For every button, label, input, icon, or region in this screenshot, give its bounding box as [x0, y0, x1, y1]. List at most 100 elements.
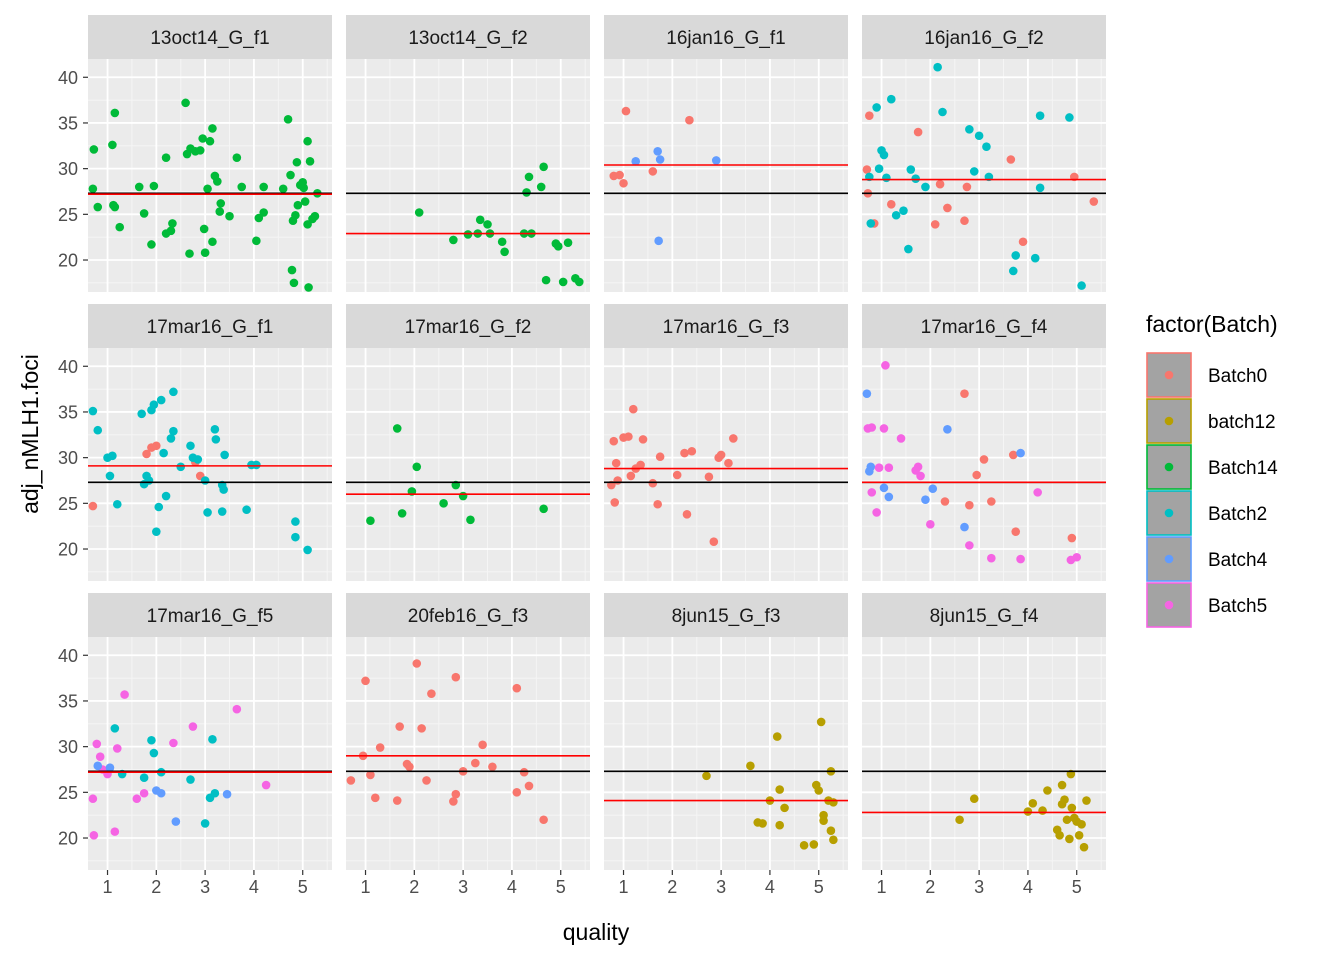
data-point	[242, 505, 251, 515]
data-point	[558, 277, 568, 287]
data-point	[638, 435, 648, 444]
facet-strip-label: 17mar16_G_f4	[921, 317, 1048, 338]
data-point	[303, 220, 312, 229]
data-point	[1023, 807, 1033, 816]
data-point	[208, 735, 217, 744]
data-point	[1082, 796, 1091, 805]
legend-label: Batch0	[1208, 366, 1267, 387]
legend-title: factor(Batch)	[1146, 311, 1278, 337]
data-point	[631, 157, 641, 166]
data-point	[962, 182, 972, 192]
legend-key-point	[1164, 554, 1174, 564]
data-point	[928, 484, 938, 494]
data-point	[913, 127, 923, 137]
data-point	[911, 174, 920, 183]
data-point	[108, 451, 117, 461]
data-point	[205, 136, 215, 146]
data-point	[972, 470, 981, 480]
facet-panel: 17mar16_G_f5 20 25 30 35 40 1 2 3 4 5	[58, 593, 332, 897]
facet-panel: 20feb16_G_f3 1 2 3 4 5	[346, 593, 590, 897]
data-point	[979, 455, 989, 464]
x-tick-label: 1	[877, 877, 887, 897]
data-point	[524, 172, 534, 182]
data-point	[872, 103, 881, 112]
y-tick-label: 25	[58, 205, 78, 225]
data-point	[1077, 820, 1086, 829]
data-point	[974, 131, 984, 141]
y-tick-label: 35	[58, 691, 78, 711]
data-point	[716, 450, 726, 460]
data-point	[370, 793, 380, 803]
facet-panel: 17mar16_G_f4	[862, 304, 1106, 581]
data-point	[152, 441, 161, 451]
facet-strip-label: 20feb16_G_f3	[408, 606, 528, 627]
data-point	[291, 517, 300, 526]
data-point	[93, 761, 103, 771]
data-point	[292, 157, 302, 167]
legend-key-point	[1164, 370, 1174, 380]
data-point	[259, 182, 268, 192]
legend-entry: Batch5	[1146, 582, 1267, 628]
data-point	[361, 676, 370, 686]
data-point	[826, 826, 836, 836]
data-point	[293, 200, 303, 210]
data-point	[149, 748, 159, 758]
facet-strip-label: 17mar16_G_f3	[663, 317, 790, 338]
data-point	[200, 476, 210, 485]
data-point	[862, 389, 872, 398]
data-point	[159, 448, 168, 458]
y-axis-title: adj_nMLH1.foci	[17, 354, 43, 514]
facet-strip-label: 13oct14_G_f2	[408, 28, 527, 49]
legend-label: batch12	[1208, 412, 1276, 433]
legend-label: Batch4	[1208, 550, 1268, 571]
data-point	[366, 770, 375, 780]
data-point	[940, 497, 950, 506]
data-point	[147, 240, 156, 249]
data-point	[120, 690, 129, 699]
facet-strip-label: 17mar16_G_f1	[147, 317, 274, 338]
data-point	[375, 743, 385, 752]
x-axis-title: quality	[563, 919, 630, 945]
x-tick-label: 3	[716, 877, 726, 897]
legend-key-point	[1164, 462, 1174, 472]
data-point	[933, 62, 942, 72]
data-point	[655, 452, 665, 462]
data-point	[88, 184, 98, 194]
data-point	[711, 156, 721, 165]
facet-strip	[88, 593, 332, 637]
legend-key-point	[1164, 508, 1174, 518]
data-point	[884, 463, 894, 472]
data-point	[161, 153, 171, 162]
facet-strip	[346, 304, 590, 348]
data-point	[1008, 266, 1018, 276]
legend-key-point	[1164, 600, 1174, 610]
facet-panel: 17mar16_G_f3	[604, 304, 848, 581]
data-point	[449, 797, 458, 806]
data-point	[965, 125, 974, 134]
data-point	[1079, 842, 1089, 852]
data-point	[112, 499, 122, 509]
data-point	[879, 150, 889, 160]
data-point	[780, 803, 789, 813]
data-point	[867, 423, 877, 432]
data-point	[938, 107, 947, 117]
data-point	[149, 400, 159, 409]
data-point	[286, 170, 295, 180]
data-point	[886, 199, 896, 209]
data-point	[816, 717, 826, 727]
data-point	[497, 237, 507, 247]
y-tick-label: 20	[58, 251, 78, 271]
data-point	[628, 404, 638, 414]
y-tick-label: 25	[58, 783, 78, 803]
data-point	[259, 208, 268, 217]
data-point	[653, 499, 662, 509]
data-point	[930, 220, 940, 229]
data-point	[261, 780, 271, 790]
data-point	[291, 210, 300, 220]
data-point	[181, 98, 190, 108]
panel-background	[346, 637, 590, 870]
data-point	[500, 247, 509, 257]
data-point	[884, 492, 894, 502]
y-tick-label: 20	[58, 829, 78, 849]
